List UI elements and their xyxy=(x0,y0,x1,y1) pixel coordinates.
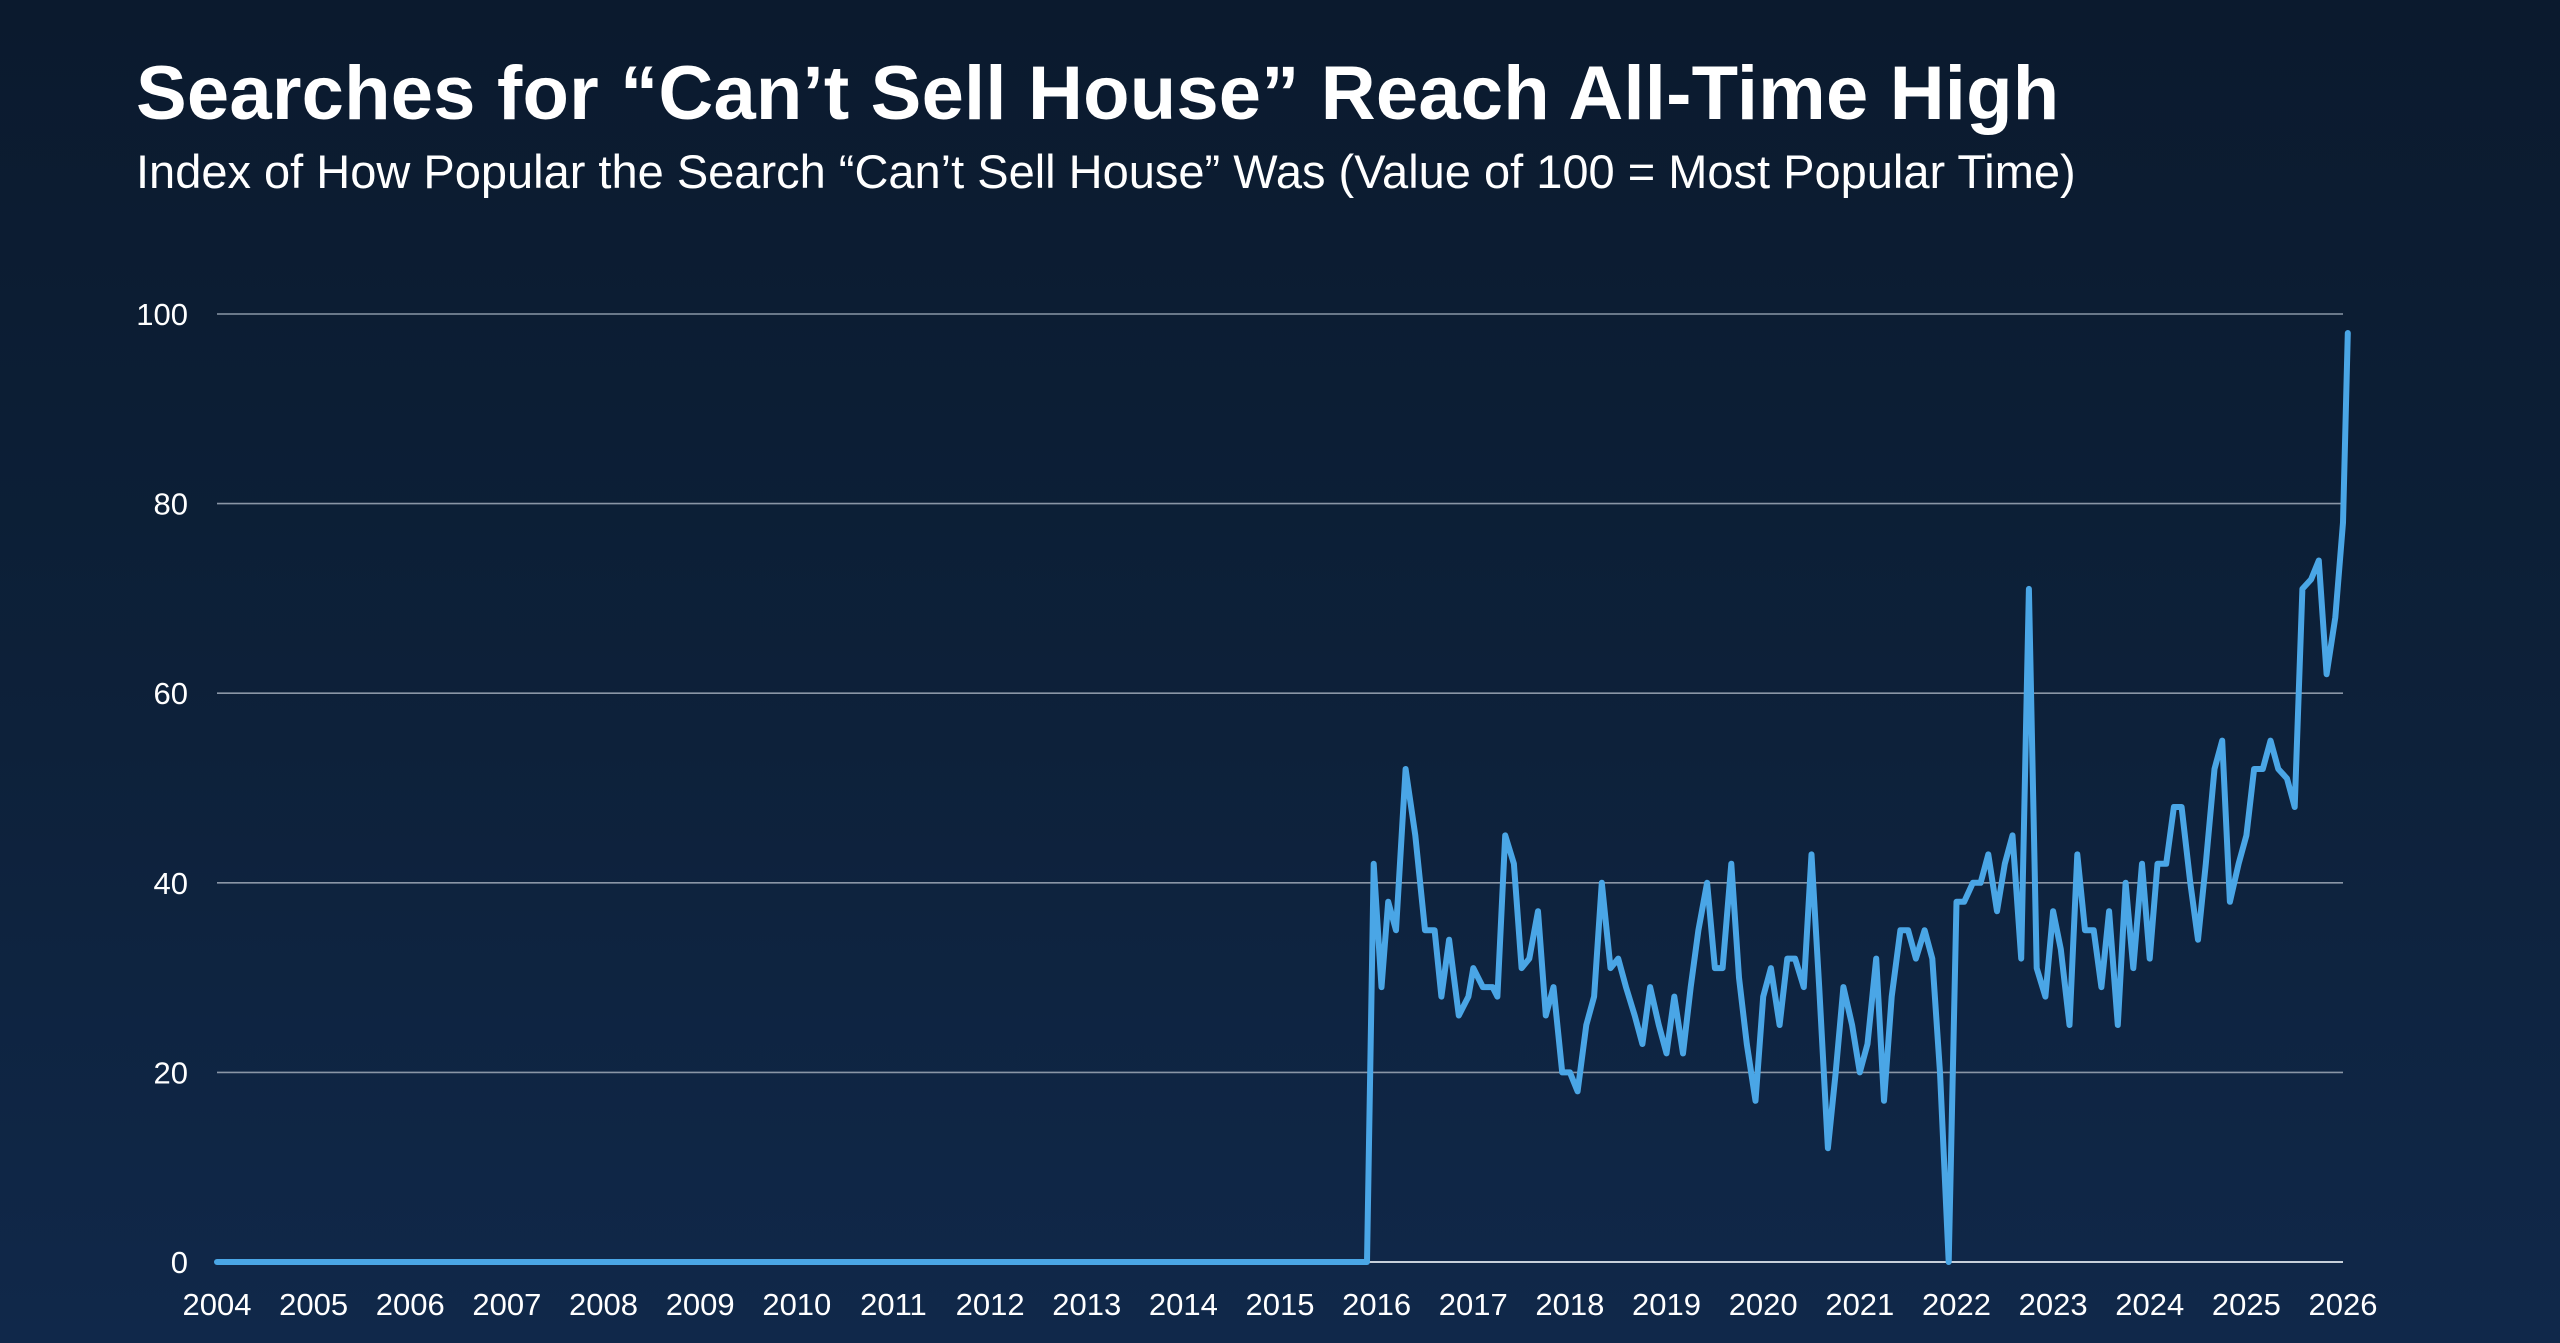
grid-lines xyxy=(217,313,2343,1074)
x-tick-label: 2004 xyxy=(183,1287,252,1322)
x-tick-label: 2012 xyxy=(956,1287,1025,1322)
x-tick-label: 2006 xyxy=(376,1287,445,1322)
y-axis-ticks: 0 20 40 60 80 100 xyxy=(136,297,188,1280)
x-tick-label: 2023 xyxy=(2019,1287,2088,1322)
x-tick-label: 2018 xyxy=(1535,1287,1604,1322)
x-tick-label: 2021 xyxy=(1825,1287,1894,1322)
y-tick-label: 40 xyxy=(154,866,188,901)
x-tick-label: 2020 xyxy=(1729,1287,1798,1322)
x-tick-label: 2007 xyxy=(472,1287,541,1322)
x-tick-label: 2017 xyxy=(1439,1287,1508,1322)
x-tick-label: 2010 xyxy=(762,1287,831,1322)
y-tick-label: 20 xyxy=(154,1055,188,1090)
x-tick-label: 2011 xyxy=(860,1287,927,1322)
x-tick-label: 2009 xyxy=(666,1287,735,1322)
x-tick-label: 2019 xyxy=(1632,1287,1701,1322)
x-tick-label: 2025 xyxy=(2212,1287,2281,1322)
x-tick-label: 2016 xyxy=(1342,1287,1411,1322)
chart-title: Searches for “Can’t Sell House” Reach Al… xyxy=(136,51,2060,136)
x-tick-label: 2024 xyxy=(2115,1287,2184,1322)
x-tick-label: 2014 xyxy=(1149,1287,1218,1322)
x-tick-label: 2015 xyxy=(1246,1287,1315,1322)
x-tick-label: 2026 xyxy=(2309,1287,2378,1322)
x-tick-label: 2022 xyxy=(1922,1287,1991,1322)
series-layer xyxy=(214,330,2351,1265)
chart-subtitle: Index of How Popular the Search “Can’t S… xyxy=(136,145,2076,198)
x-tick-label: 2005 xyxy=(279,1287,348,1322)
x-tick-label: 2013 xyxy=(1052,1287,1121,1322)
x-axis-ticks: 2004 2005 2006 2007 2008 2009 2010 2011 2012 2013… xyxy=(183,1287,2378,1322)
y-tick-label: 60 xyxy=(154,676,188,711)
x-tick-label: 2008 xyxy=(569,1287,638,1322)
y-tick-label: 80 xyxy=(154,487,188,522)
y-tick-label: 100 xyxy=(136,297,188,332)
y-tick-label: 0 xyxy=(171,1245,188,1280)
series-line-0 xyxy=(214,330,2351,1265)
